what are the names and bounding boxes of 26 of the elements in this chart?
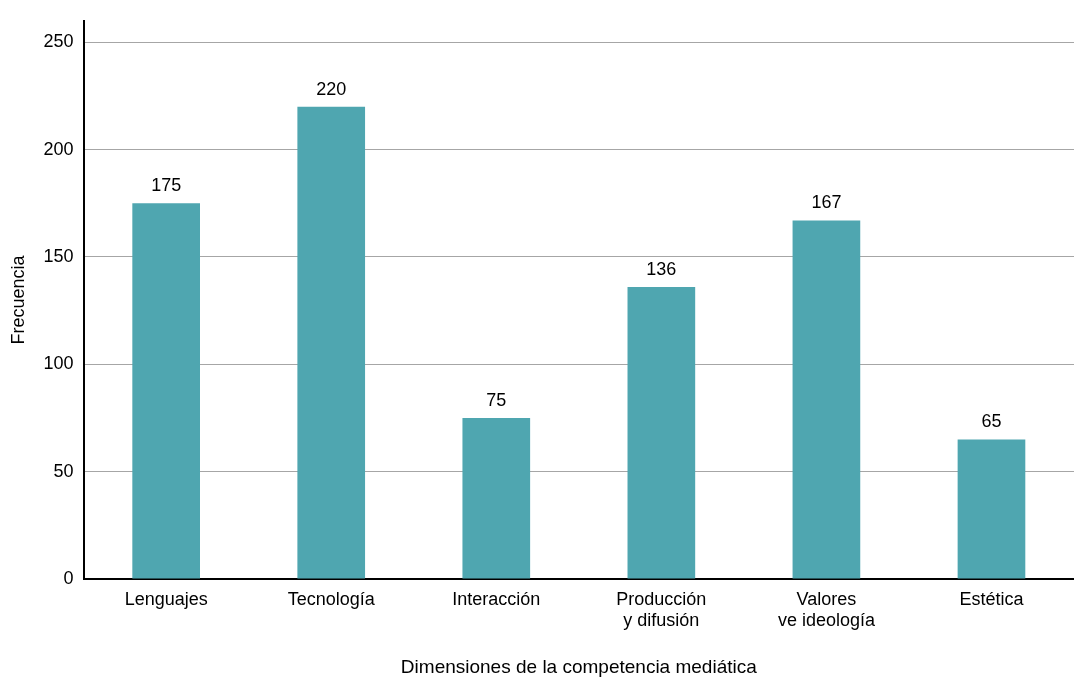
y-tick-label: 0 [63, 567, 74, 588]
bar [462, 417, 531, 579]
data-label: 175 [151, 175, 182, 196]
data-label: 75 [486, 389, 507, 410]
bar [957, 439, 1026, 579]
y-tick-label: 150 [43, 245, 74, 266]
data-label: 167 [811, 192, 842, 213]
bar [297, 106, 366, 579]
bar [792, 220, 861, 579]
data-label: 65 [981, 411, 1002, 432]
x-tick-label: Producción y difusión [616, 588, 707, 631]
x-tick-label: Tecnología [287, 588, 376, 609]
bar [627, 287, 696, 579]
x-tick-label: Interacción [452, 588, 541, 609]
y-tick-label: 100 [43, 353, 74, 374]
data-label: 220 [316, 78, 347, 99]
x-tick-label: Valores ve ideología [777, 588, 876, 631]
x-axis-title: Dimensiones de la competencia mediática [400, 655, 758, 677]
y-axis-title: Frecuencia [7, 254, 28, 345]
data-label: 136 [646, 258, 677, 279]
y-tick-label: 50 [53, 460, 74, 481]
x-tick-label: Estética [959, 588, 1025, 609]
y-tick-label: 200 [43, 138, 74, 159]
y-tick-label: 250 [43, 31, 74, 52]
bar [132, 203, 200, 579]
x-tick-label: Lenguajes [124, 588, 208, 609]
